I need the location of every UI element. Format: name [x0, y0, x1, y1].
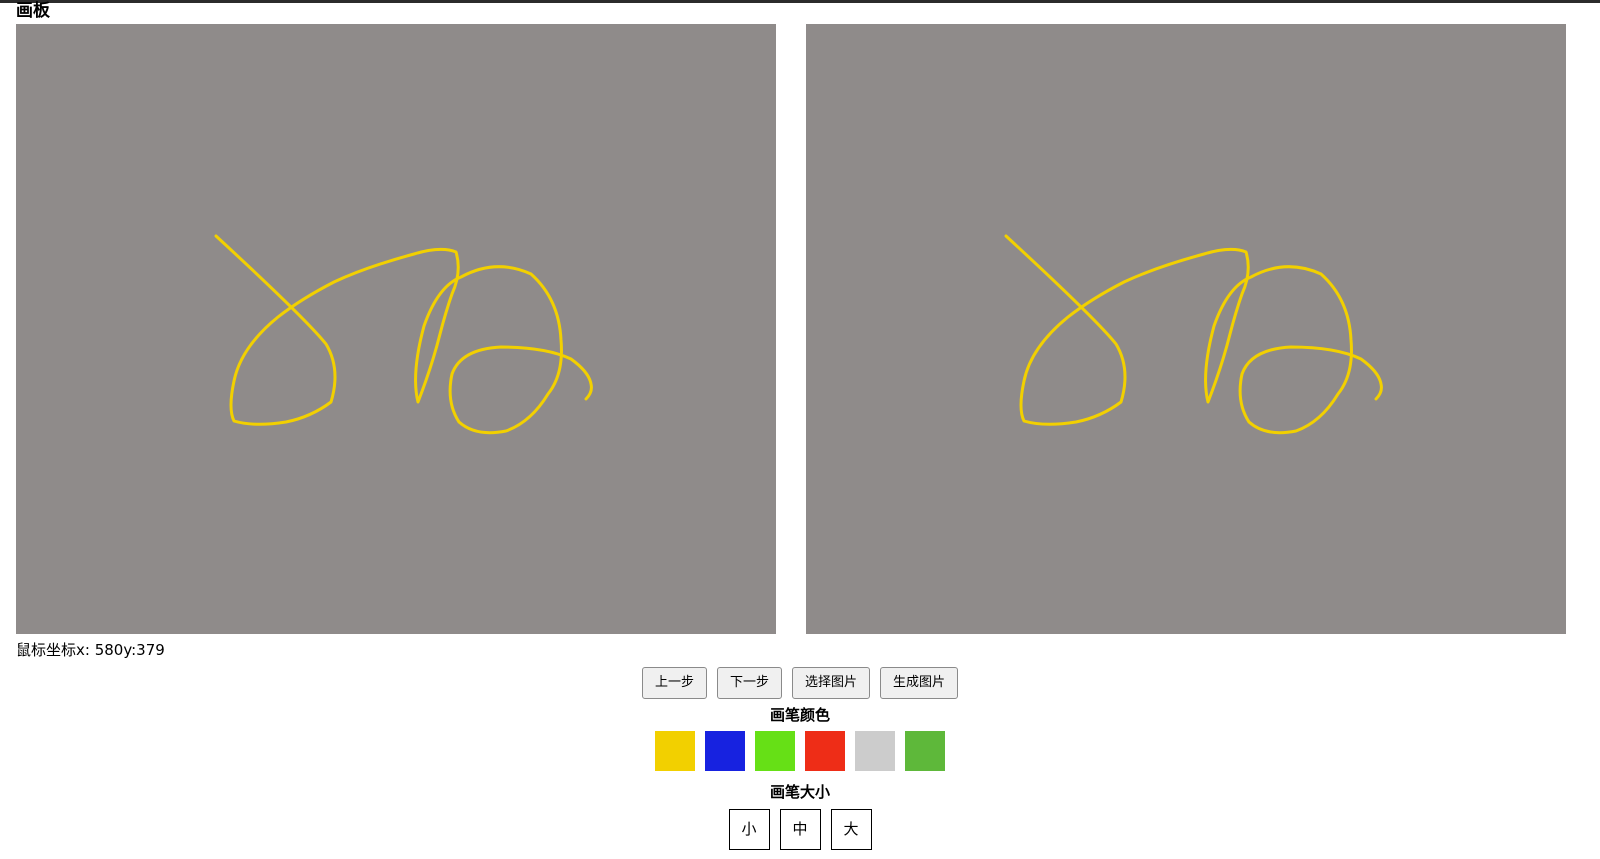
pen-size-options: 小 中 大	[0, 809, 1600, 850]
color-swatch-red[interactable]	[805, 731, 845, 771]
drawing-canvas-svg[interactable]	[16, 24, 776, 634]
pen-color-label: 画笔颜色	[769, 706, 830, 724]
generate-image-button[interactable]: 生成图片	[880, 667, 959, 699]
color-swatch-yellow[interactable]	[655, 731, 695, 771]
pen-size-medium-button[interactable]: 中	[779, 809, 821, 850]
color-swatch-light-green[interactable]	[755, 731, 795, 771]
drawn-stroke	[214, 234, 593, 435]
undo-button[interactable]: 上一步	[641, 667, 707, 699]
preview-stroke	[1004, 234, 1383, 435]
page-title: 画板	[16, 1, 50, 21]
redo-button[interactable]: 下一步	[716, 667, 782, 699]
preview-canvas	[806, 24, 1566, 634]
pen-size-label: 画笔大小	[769, 783, 830, 801]
top-border	[0, 0, 1600, 3]
color-swatch-green[interactable]	[905, 731, 945, 771]
color-swatch-blue[interactable]	[705, 731, 745, 771]
pen-size-small-button[interactable]: 小	[728, 809, 770, 850]
preview-canvas-svg	[1004, 234, 1383, 435]
select-image-button[interactable]: 选择图片	[792, 667, 871, 699]
drawing-canvas[interactable]	[16, 24, 776, 634]
mouse-coordinates: 鼠标坐标x: 580y:379	[16, 641, 165, 659]
color-swatch-gray[interactable]	[855, 731, 895, 771]
toolbar: 上一步 下一步 选择图片 生成图片	[0, 667, 1600, 699]
pen-size-large-button[interactable]: 大	[830, 809, 872, 850]
pen-color-swatches	[0, 731, 1600, 771]
